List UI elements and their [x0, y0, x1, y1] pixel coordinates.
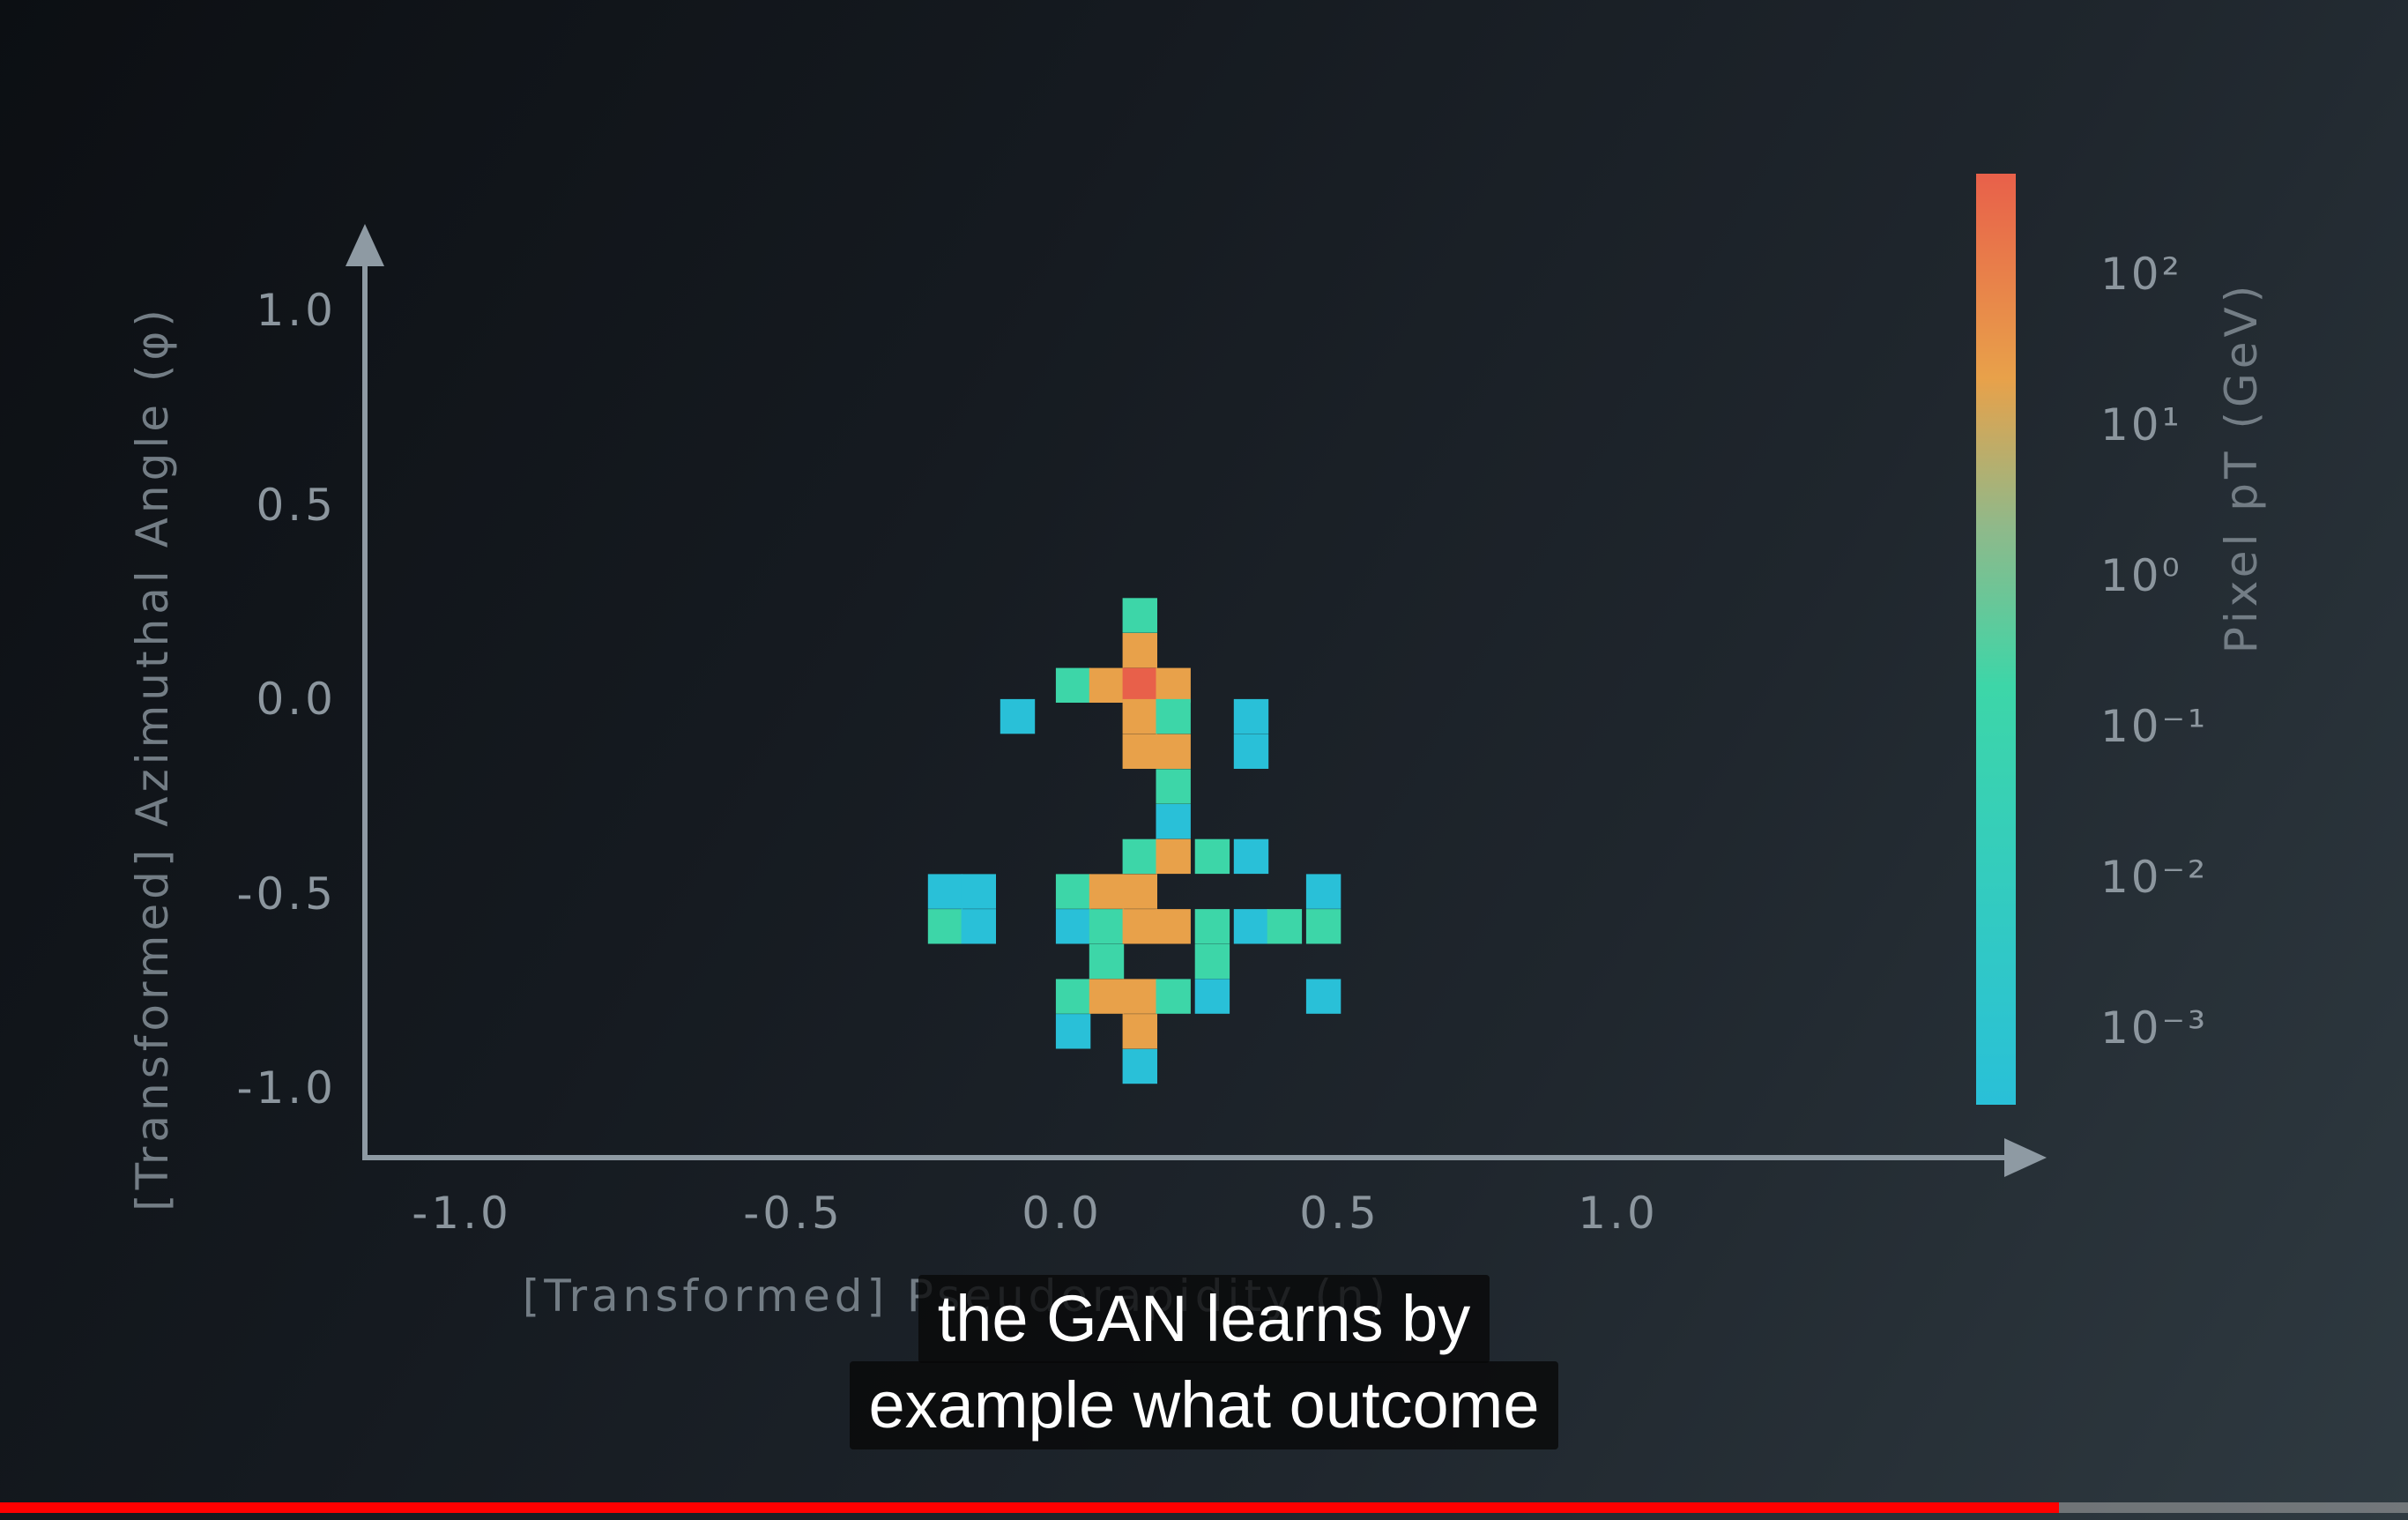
heatmap-cell: [1156, 698, 1191, 734]
heatmap-cell: [1122, 874, 1157, 909]
colorbar-tick-label: 10⁻²: [2100, 852, 2208, 903]
heatmap-cell: [1194, 979, 1230, 1014]
progress-bar[interactable]: [0, 1502, 2408, 1513]
x-axis-arrow: [2004, 1138, 2047, 1177]
x-tick-label: 1.0: [1578, 1188, 1659, 1239]
x-tick-label: -1.0: [412, 1188, 512, 1239]
heatmap-cell: [1305, 979, 1341, 1014]
x-tick-label: 0.0: [1022, 1188, 1103, 1239]
y-tick-label: 1.0: [256, 285, 337, 336]
heatmap-cell: [1089, 943, 1125, 980]
heatmap-cell: [1233, 698, 1269, 734]
y-tick-labels: 1.0 0.5 0.0 -0.5 -1.0: [236, 285, 337, 1114]
caption-line-1-wrap: the GAN learns by: [0, 1275, 2408, 1363]
heatmap-cell: [1055, 979, 1091, 1014]
heatmap-cell: [1305, 874, 1341, 909]
heatmap-cell: [1055, 909, 1091, 944]
heatmap-cell: [1089, 874, 1125, 909]
colorbar-title: Pixel pT (GeV): [2216, 281, 2267, 653]
heatmap-cell: [1122, 909, 1157, 944]
heatmap-cell: [1156, 979, 1191, 1014]
heatmap-cell: [1156, 667, 1191, 703]
heatmap-cell: [1089, 979, 1125, 1014]
heatmap-cell: [961, 909, 996, 944]
heatmap-cell: [1055, 1014, 1091, 1049]
heatmap-cells: [927, 598, 1341, 1084]
heatmap-cell: [1089, 667, 1125, 703]
colorbar: [1976, 174, 2016, 1105]
heatmap-cell: [1194, 909, 1230, 944]
caption-line: example what outcome: [849, 1361, 1559, 1449]
colorbar-tick-label: 10²: [2100, 249, 2182, 300]
heatmap-cell: [1156, 769, 1191, 804]
colorbar-tick-label: 10⁰: [2100, 550, 2182, 601]
heatmap-cell: [1233, 909, 1269, 944]
heatmap-cell: [1122, 979, 1157, 1014]
heatmap-cell: [1122, 1048, 1157, 1084]
caption-line-2-wrap: example what outcome: [0, 1361, 2408, 1449]
heatmap-cell: [1055, 667, 1091, 703]
heatmap-cell: [1156, 804, 1191, 839]
y-axis-arrow: [346, 224, 384, 266]
heatmap-cell: [1122, 598, 1157, 633]
heatmap-cell: [1089, 909, 1125, 944]
colorbar-tick-label: 10¹: [2100, 399, 2182, 451]
colorbar-tick-label: 10⁻³: [2100, 1002, 2208, 1054]
colorbar-tick-labels: 10² 10¹ 10⁰ 10⁻¹ 10⁻² 10⁻³: [2100, 249, 2208, 1054]
heatmap-cell: [1233, 838, 1269, 875]
heatmap-cell: [1194, 838, 1230, 875]
heatmap-cell: [1055, 874, 1091, 909]
heatmap-cell: [961, 874, 996, 909]
heatmap-cell: [1122, 667, 1157, 703]
heatmap-cell: [927, 874, 963, 909]
y-tick-label: 0.0: [256, 674, 337, 725]
heatmap-cell: [1194, 943, 1230, 980]
heatmap-cell: [927, 909, 963, 944]
x-tick-labels: -1.0 -0.5 0.0 0.5 1.0: [412, 1188, 1659, 1239]
caption-line: the GAN learns by: [918, 1275, 1490, 1363]
x-tick-label: 0.5: [1299, 1188, 1380, 1239]
heatmap-cell: [1122, 838, 1157, 875]
heatmap-cell: [1267, 909, 1303, 944]
heatmap-cell: [1156, 734, 1191, 769]
heatmap-cell: [1122, 633, 1157, 668]
x-tick-label: -0.5: [743, 1188, 844, 1239]
heatmap-cell: [1122, 734, 1157, 769]
heatmap-cell: [1233, 734, 1269, 769]
y-tick-label: -1.0: [236, 1062, 337, 1114]
progress-bar-played: [0, 1502, 2059, 1513]
y-tick-label: -0.5: [236, 868, 337, 920]
y-axis-title: [Transformed] Azimuthal Angle (φ): [127, 305, 178, 1211]
heatmap-cell: [1122, 698, 1157, 734]
heatmap-cell: [1156, 909, 1191, 944]
heatmap-cell: [1156, 838, 1191, 875]
axes: [346, 224, 2047, 1177]
colorbar-tick-label: 10⁻¹: [2100, 701, 2208, 752]
heatmap-cell: [1305, 909, 1341, 944]
heatmap-cell: [1000, 698, 1036, 734]
heatmap-cell: [1122, 1014, 1157, 1049]
y-tick-label: 0.5: [256, 480, 337, 531]
